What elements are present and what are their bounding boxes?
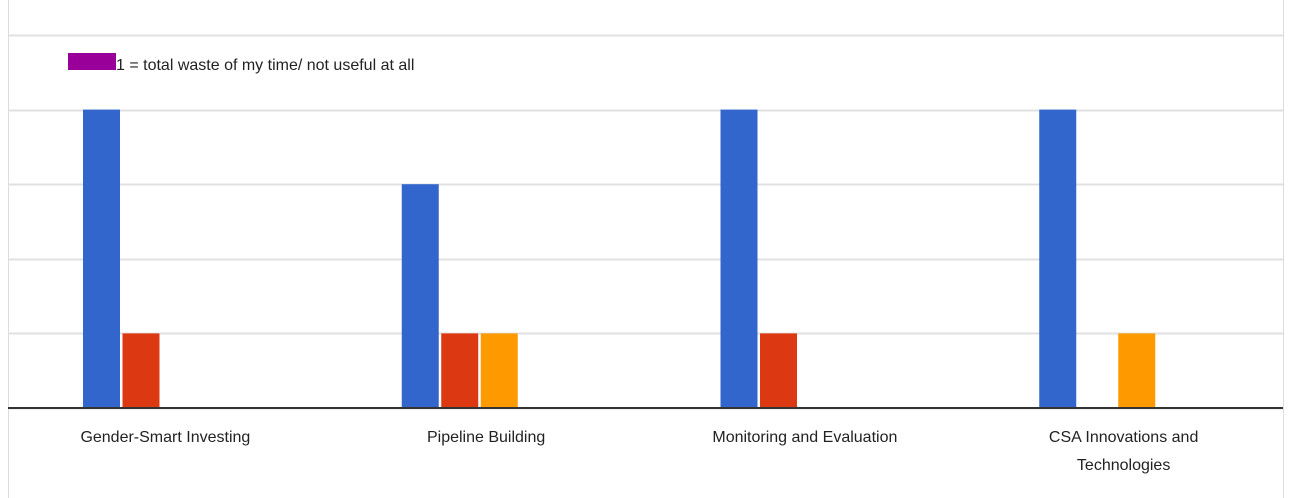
legend-swatch [68, 53, 116, 70]
x-tick-label: CSA Innovations and Technologies [1048, 429, 1199, 474]
bar [122, 333, 160, 408]
bar [760, 333, 797, 408]
bar [1039, 109, 1077, 408]
bar [1118, 333, 1156, 408]
bar [720, 109, 758, 408]
bar [83, 109, 120, 408]
bar [441, 333, 479, 408]
bar [480, 333, 518, 408]
x-tick-label: Gender-Smart Investing [80, 429, 251, 446]
bar [401, 184, 439, 408]
x-tick-label: Monitoring and Evaluation [712, 429, 898, 446]
legend-label: 1 = total waste of my time/ not useful a… [116, 57, 414, 74]
x-tick-label: Pipeline Building [426, 429, 546, 446]
